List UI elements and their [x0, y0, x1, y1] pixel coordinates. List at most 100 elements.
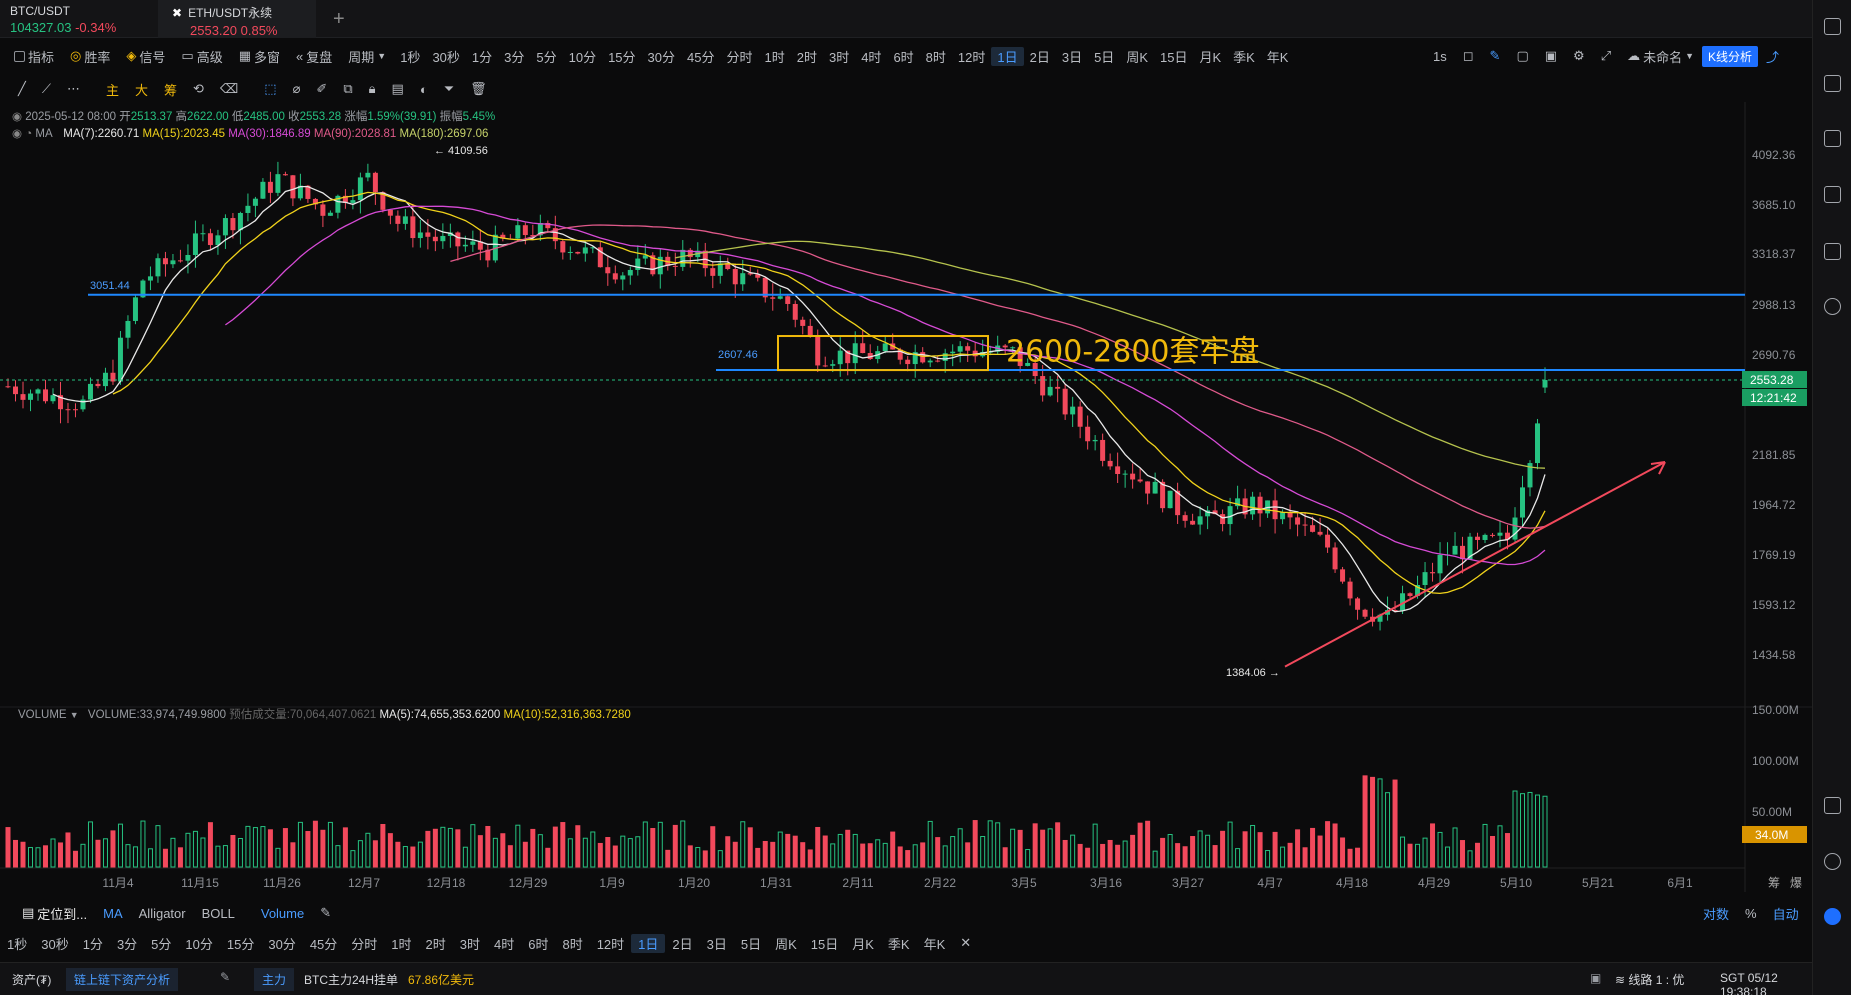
note-icon[interactable]: ▤	[391, 81, 404, 96]
period-30秒[interactable]: 30秒	[432, 49, 460, 65]
period-3分[interactable]: 3分	[116, 936, 138, 952]
replay-button[interactable]: «复盘	[296, 48, 333, 65]
book-icon[interactable]	[1824, 130, 1841, 147]
main-force-button[interactable]: 主力	[254, 968, 295, 991]
period-30秒[interactable]: 30秒	[41, 936, 69, 952]
edit-icon[interactable]: ✎	[320, 905, 332, 920]
period-年K[interactable]: 年K	[923, 936, 946, 952]
period-3日[interactable]: 3日	[1061, 49, 1083, 65]
notification-icon[interactable]: ▣	[1590, 971, 1602, 985]
period-3时[interactable]: 3时	[828, 49, 850, 65]
edit-icon[interactable]: ✎	[220, 970, 231, 984]
log-scale-button[interactable]: 对数	[1703, 906, 1730, 922]
interval-button[interactable]: 1s	[1433, 48, 1447, 64]
period-季K[interactable]: 季K	[887, 936, 910, 952]
period-8时[interactable]: 8时	[562, 936, 583, 952]
advanced-button[interactable]: ▭ 高级	[181, 48, 223, 65]
monitor-icon[interactable]	[1824, 243, 1841, 260]
period-8时[interactable]: 8时	[925, 49, 946, 65]
indicator-button[interactable]: 指标	[6, 47, 62, 66]
sync-icon[interactable]: ⟲	[192, 81, 204, 96]
period-季K[interactable]: 季K	[1233, 49, 1255, 65]
period-15日[interactable]: 15日	[810, 936, 839, 952]
globe-icon[interactable]	[1824, 298, 1841, 315]
period-周K[interactable]: 周K	[775, 936, 797, 952]
more-tools-icon[interactable]: ⋯	[66, 81, 80, 96]
period-4时[interactable]: 4时	[861, 49, 882, 65]
period-2时[interactable]: 2时	[425, 936, 446, 952]
period-5分[interactable]: 5分	[151, 936, 172, 952]
period-4时[interactable]: 4时	[494, 936, 515, 952]
period-分时[interactable]: 分时	[726, 49, 753, 65]
period-10分[interactable]: 10分	[185, 936, 213, 952]
erase-tool-icon[interactable]: ⌫	[219, 81, 239, 96]
period-1分[interactable]: 1分	[471, 49, 493, 65]
bell-icon[interactable]: ◔	[25, 128, 33, 140]
period-10分[interactable]: 10分	[568, 49, 597, 65]
period-3分[interactable]: 3分	[504, 49, 525, 65]
percent-scale-button[interactable]: %	[1745, 905, 1757, 921]
period-12时[interactable]: 12时	[596, 936, 625, 952]
period-15分[interactable]: 15分	[226, 936, 255, 952]
tab-eth[interactable]: ✖ ETH/USDT永续 2553.20 0.85%	[158, 0, 316, 38]
ray-tool-icon[interactable]: ⟋	[41, 81, 51, 96]
gear-icon[interactable]: ⚙	[1573, 48, 1585, 63]
period-5日[interactable]: 5日	[740, 936, 762, 952]
eye-icon[interactable]: ◉	[12, 111, 23, 123]
period-周K[interactable]: 周K	[1126, 49, 1148, 65]
period-1秒[interactable]: 1秒	[7, 936, 28, 952]
lock-icon[interactable]: 🔒︎	[368, 81, 376, 96]
filter-icon[interactable]: ⏷	[443, 81, 455, 96]
period-2日[interactable]: 2日	[1029, 49, 1050, 65]
period-45分[interactable]: 45分	[309, 936, 338, 952]
period-dropdown[interactable]: 周期 ▼	[348, 49, 387, 65]
period-5分[interactable]: 5分	[536, 49, 557, 65]
period-6时[interactable]: 6时	[528, 936, 549, 952]
locate-button[interactable]: ▤ 定位到...	[22, 905, 88, 922]
period-月K[interactable]: 月K	[852, 936, 874, 952]
period-1秒[interactable]: 1秒	[400, 49, 421, 65]
document-icon[interactable]	[1824, 75, 1841, 92]
period-12时[interactable]: 12时	[957, 49, 986, 65]
period-6时[interactable]: 6时	[893, 49, 914, 65]
period-年K[interactable]: 年K	[1266, 49, 1289, 65]
period-30分[interactable]: 30分	[647, 49, 676, 65]
period-2时[interactable]: 2时	[796, 49, 817, 65]
layout-name-dropdown[interactable]: ☁ 未命名 ▼	[1627, 48, 1695, 65]
period-30分[interactable]: 30分	[268, 936, 296, 952]
line-tool-icon[interactable]: ╱	[18, 81, 26, 96]
pen-icon[interactable]: ✎	[1489, 48, 1501, 63]
indicator-volume[interactable]: Volume	[260, 905, 305, 921]
period-1分[interactable]: 1分	[82, 936, 103, 952]
period-3日[interactable]: 3日	[706, 936, 727, 952]
close-icon[interactable]: ✖	[172, 6, 183, 20]
period-3时[interactable]: 3时	[459, 936, 480, 952]
panel-icon[interactable]	[1824, 797, 1841, 814]
onchain-analysis-button[interactable]: 链上链下资产分析	[66, 968, 179, 991]
close-icon[interactable]: ✕	[960, 935, 972, 950]
brush-icon[interactable]: ✐	[316, 81, 328, 96]
period-1时[interactable]: 1时	[391, 936, 412, 952]
ruler-icon[interactable]: ⌀	[292, 81, 301, 96]
tab-btc[interactable]: BTC/USDT 104327.03 -0.34%	[0, 0, 150, 38]
add-tab-icon[interactable]: +	[333, 8, 345, 30]
period-15日[interactable]: 15日	[1159, 49, 1188, 65]
magnet-icon[interactable]: ◐	[419, 81, 428, 97]
period-15分[interactable]: 15分	[608, 49, 636, 65]
period-月K[interactable]: 月K	[1199, 49, 1222, 65]
price-chart[interactable]: 4092.36 3685.10 3318.37 2988.13 2690.76 2181.…	[0, 102, 1812, 892]
winrate-button[interactable]: ◎ 胜率	[70, 48, 111, 65]
assets-label[interactable]: 资产(₮)	[12, 973, 52, 987]
period-分时[interactable]: 分时	[351, 936, 378, 952]
multiwindow-button[interactable]: ▦ 多窗	[238, 48, 281, 65]
period-1日[interactable]: 1日	[631, 933, 666, 953]
camera-icon[interactable]: ◻	[1462, 48, 1474, 63]
template-icon[interactable]: ▣	[1544, 48, 1558, 63]
signal-button[interactable]: ◈ 信号	[126, 48, 166, 65]
trend-icon[interactable]	[1824, 186, 1841, 203]
period-1日[interactable]: 1日	[991, 46, 1024, 66]
auto-scale-button[interactable]: 自动	[1772, 906, 1799, 922]
select-tool-icon[interactable]: ⬚	[264, 81, 277, 96]
indicator-boll[interactable]: BOLL	[201, 905, 235, 921]
robot-icon[interactable]	[1824, 908, 1841, 925]
